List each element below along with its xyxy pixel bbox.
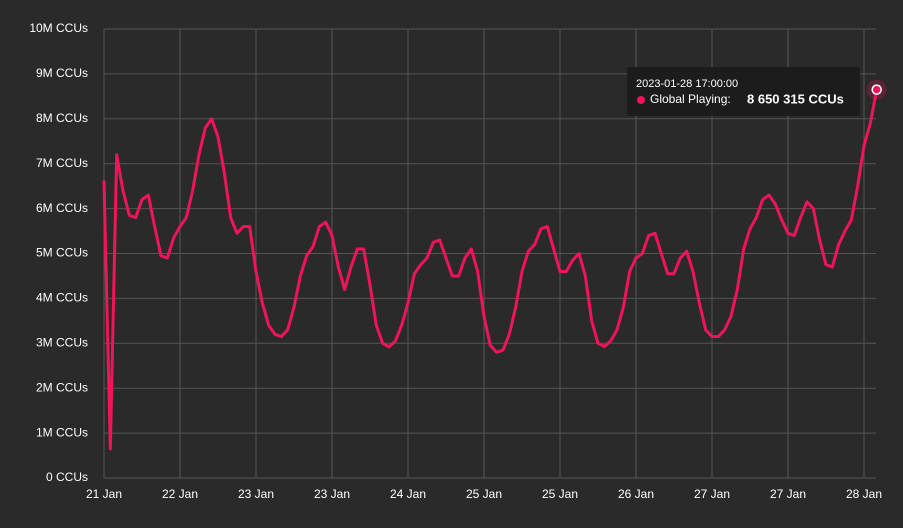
x-tick-label: 27 Jan xyxy=(694,487,730,501)
tooltip-dot xyxy=(637,96,645,104)
tooltip-value: 8 650 315 CCUs xyxy=(747,91,844,106)
x-tick-label: 23 Jan xyxy=(314,487,350,501)
x-tick-label: 27 Jan xyxy=(770,487,806,501)
tooltip-box xyxy=(627,67,860,116)
x-tick-label: 21 Jan xyxy=(86,487,122,501)
x-tick-label: 25 Jan xyxy=(542,487,578,501)
y-tick-label: 8M CCUs xyxy=(36,111,88,125)
y-tick-label: 4M CCUs xyxy=(36,291,88,305)
tooltip-time: 2023-01-28 17:00:00 xyxy=(636,78,738,90)
x-tick-label: 22 Jan xyxy=(162,487,198,501)
y-tick-label: 3M CCUs xyxy=(36,335,88,349)
highlighted-point xyxy=(871,84,882,95)
y-tick-label: 5M CCUs xyxy=(36,246,88,260)
y-tick-label: 2M CCUs xyxy=(36,380,88,394)
y-tick-label: 1M CCUs xyxy=(36,425,88,439)
y-tick-label: 9M CCUs xyxy=(36,66,88,80)
y-tick-label: 10M CCUs xyxy=(29,21,88,35)
tooltip-label: Global Playing: xyxy=(650,92,731,106)
y-tick-label: 6M CCUs xyxy=(36,201,88,215)
x-tick-label: 24 Jan xyxy=(390,487,426,501)
x-tick-label: 25 Jan xyxy=(466,487,502,501)
tooltip: 2023-01-28 17:00:00 Global Playing: 8 65… xyxy=(627,67,860,116)
y-tick-label: 7M CCUs xyxy=(36,156,88,170)
x-tick-label: 28 Jan xyxy=(846,487,882,501)
x-tick-label: 23 Jan xyxy=(238,487,274,501)
y-tick-label: 0 CCUs xyxy=(46,470,88,484)
x-tick-label: 26 Jan xyxy=(618,487,654,501)
line xyxy=(102,88,879,451)
